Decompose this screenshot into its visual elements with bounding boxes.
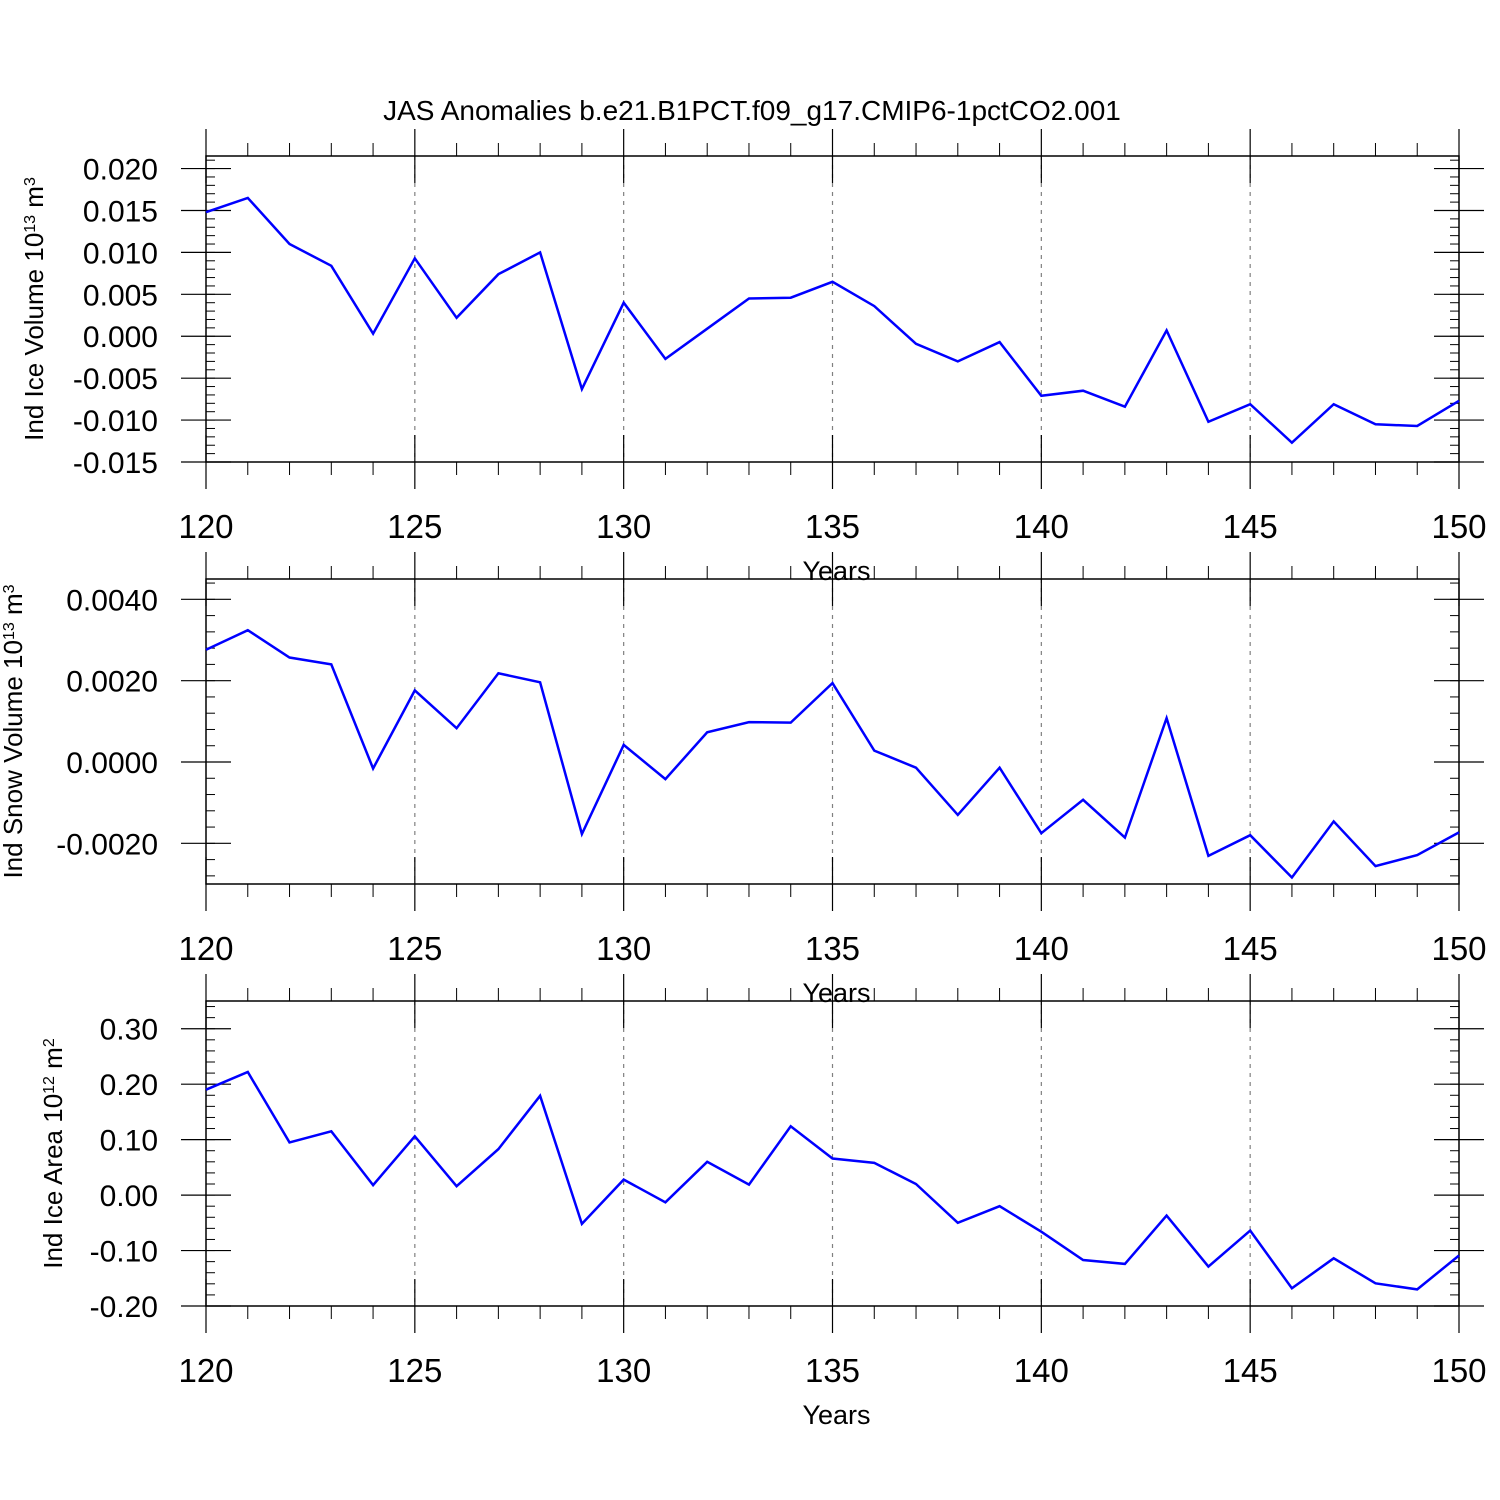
y-tick-label: 0.000: [83, 321, 158, 354]
y-tick-label: 0.020: [83, 154, 158, 187]
x-tick-label: 130: [596, 1352, 651, 1389]
y-tick-label: -0.10: [90, 1236, 158, 1269]
y-tick-label: 0.0040: [66, 584, 158, 617]
x-tick-label: 150: [1431, 1352, 1486, 1389]
y-axis-label-unit-exponent: 2: [41, 1038, 58, 1047]
x-tick-label: 130: [596, 508, 651, 545]
chart-panel-1: 0.020 0.015 0.010 0.005 0.000 -0.005 -0.010 -0.…: [19, 129, 1487, 586]
y-tick-label: 0.10: [100, 1125, 158, 1158]
x-tick-label: 135: [805, 508, 860, 545]
y-tick-label: 0.20: [100, 1069, 158, 1102]
y-axis-label-main: Ind Snow Volume 10: [0, 640, 28, 879]
x-axis-label: Years: [802, 556, 870, 586]
x-axis-label: Years: [802, 978, 870, 1008]
y-axis-label-unit-exponent: 3: [1, 584, 18, 593]
y-tick-label: 0.00: [100, 1180, 158, 1213]
x-tick-label: 120: [178, 1352, 233, 1389]
y-tick-label: -0.015: [73, 447, 158, 480]
x-tick-label: 145: [1223, 930, 1278, 967]
x-tick-label: 120: [178, 930, 233, 967]
x-tick-label: 145: [1223, 1352, 1278, 1389]
y-axis-label-unit: m: [19, 186, 49, 215]
y-axis-label-unit: m: [0, 593, 28, 622]
x-tick-label: 125: [387, 930, 442, 967]
x-tick-label: 145: [1223, 508, 1278, 545]
y-axis-label: Ind Ice Area 1012 m2: [38, 1038, 68, 1269]
y-tick-label: -0.010: [73, 405, 158, 438]
y-axis-label: Ind Snow Volume 1013 m3: [0, 584, 28, 878]
y-tick-label: -0.20: [90, 1291, 158, 1324]
y-tick-label: -0.0020: [56, 828, 158, 861]
y-tick-label: 0.015: [83, 195, 158, 228]
series-line: [205, 628, 1460, 880]
x-tick-label: 135: [805, 1352, 860, 1389]
y-axis-label-unit: m: [38, 1047, 68, 1076]
y-axis-label-main: Ind Ice Area 10: [38, 1094, 68, 1269]
y-axis-label-exponent: 13: [22, 215, 39, 233]
x-tick-label: 125: [387, 508, 442, 545]
chart-panel-2: 0.0040 0.0020 0.0000 -0.0020 120 125 130 135 140…: [0, 552, 1487, 1008]
y-tick-label: 0.30: [100, 1014, 158, 1047]
series-line: [205, 1070, 1460, 1291]
x-tick-label: 120: [178, 508, 233, 545]
y-axis-label-main: Ind Ice Volume 10: [19, 233, 49, 441]
y-tick-label: 0.0020: [66, 666, 158, 699]
series-line: [205, 196, 1460, 445]
x-tick-label: 140: [1014, 508, 1069, 545]
x-axis-label: Years: [802, 1400, 870, 1430]
x-tick-label: 140: [1014, 930, 1069, 967]
y-tick-label: 0.005: [83, 279, 158, 312]
x-tick-label: 130: [596, 930, 651, 967]
x-tick-label: 125: [387, 1352, 442, 1389]
y-tick-label: 0.0000: [66, 747, 158, 780]
chart-panel-3: 0.30 0.20 0.10 0.00 -0.10 -0.20 120 125 130 135 14…: [38, 974, 1487, 1430]
figure-title: JAS Anomalies b.e21.B1PCT.f09_g17.CMIP6-…: [383, 95, 1121, 126]
x-tick-label: 135: [805, 930, 860, 967]
y-tick-label: 0.010: [83, 237, 158, 270]
y-axis-label-unit-exponent: 3: [22, 177, 39, 186]
x-tick-label: 140: [1014, 1352, 1069, 1389]
y-axis-label-exponent: 13: [1, 622, 18, 640]
y-tick-label: -0.005: [73, 363, 158, 396]
x-tick-label: 150: [1431, 930, 1486, 967]
x-tick-label: 150: [1431, 508, 1486, 545]
y-axis-label: Ind Ice Volume 1013 m3: [19, 177, 49, 441]
y-axis-label-exponent: 12: [41, 1076, 58, 1094]
panels: 0.020 0.015 0.010 0.005 0.000 -0.005 -0.010 -0.…: [0, 129, 1487, 1430]
